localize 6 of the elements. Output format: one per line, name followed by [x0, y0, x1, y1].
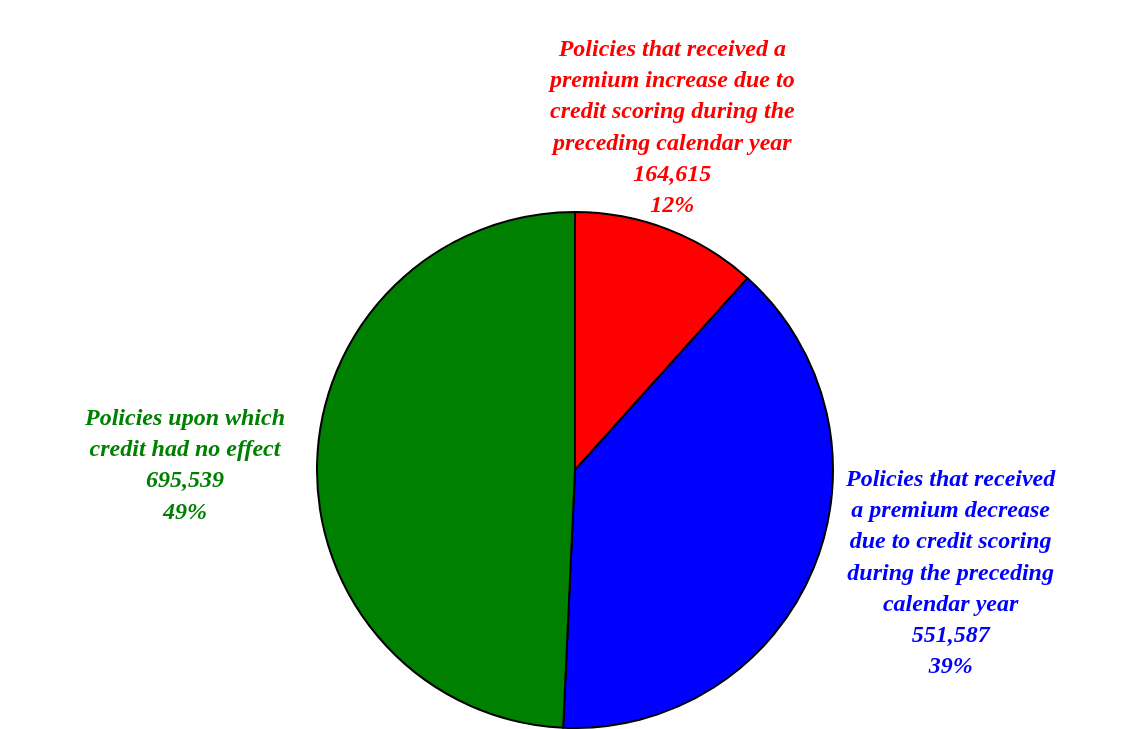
slice-label: Policies upon which credit had no effect	[84, 404, 286, 462]
data-label: 551,587 39%	[911, 621, 991, 679]
data-label: 164,615 12%	[633, 159, 712, 217]
slice-label: Policies that received a premium increase due to credit scoring during the preceding calendar year	[548, 35, 796, 155]
slice-label: Policies that received a premium decrease due to credit scoring during the preceding calendar year	[845, 465, 1057, 616]
data-label: 695,539 49%	[146, 466, 225, 524]
